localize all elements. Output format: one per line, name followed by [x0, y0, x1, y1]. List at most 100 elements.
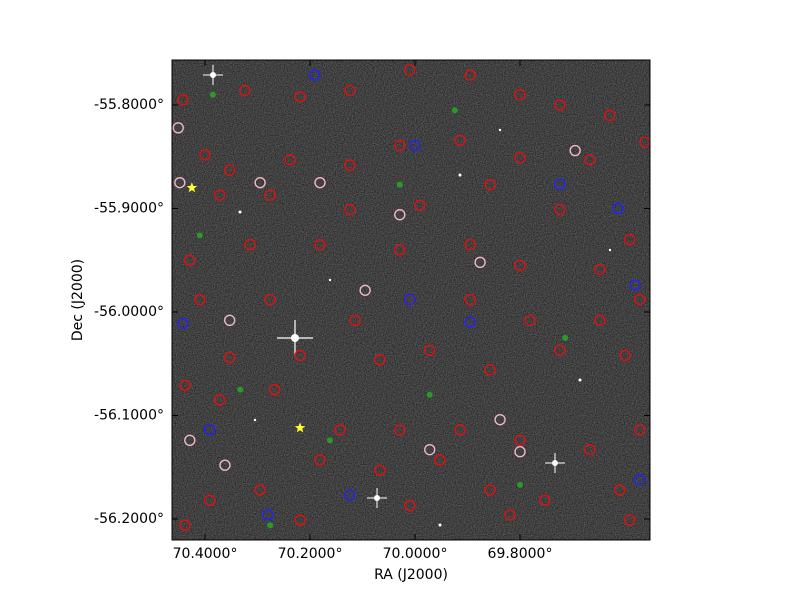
source-marker	[177, 94, 189, 106]
source-marker	[223, 314, 236, 326]
source-marker	[204, 424, 216, 436]
source-marker	[433, 454, 446, 466]
source-marker	[344, 203, 356, 216]
source-marker	[554, 99, 566, 111]
source-marker	[524, 314, 536, 326]
source-marker	[604, 109, 616, 122]
source-marker	[344, 489, 356, 501]
source-marker	[349, 314, 361, 326]
source-marker	[184, 434, 196, 447]
source-marker	[254, 484, 266, 496]
source-marker	[584, 443, 596, 456]
source-marker	[594, 314, 606, 326]
source-marker	[394, 209, 406, 221]
x-axis-label: RA (J2000)	[374, 567, 448, 583]
y-tick-label: -55.8000°	[94, 97, 164, 113]
star	[438, 523, 442, 527]
source-marker	[514, 152, 526, 164]
source-marker	[374, 464, 386, 477]
source-marker	[424, 344, 436, 356]
source-marker	[294, 349, 306, 362]
source-marker	[514, 434, 526, 447]
source-marker	[314, 239, 326, 251]
source-marker	[344, 84, 356, 97]
source-marker	[174, 176, 186, 189]
source-marker	[219, 459, 231, 471]
star	[458, 173, 462, 177]
source-marker	[634, 293, 646, 306]
source-marker	[204, 494, 216, 507]
star	[578, 378, 582, 382]
source-marker	[584, 154, 596, 166]
source-marker	[334, 424, 346, 436]
source-marker	[264, 293, 276, 306]
source-marker	[394, 244, 406, 256]
source-marker	[267, 522, 274, 529]
source-marker	[262, 509, 274, 521]
source-marker	[199, 148, 211, 161]
x-tick-label: 70.0000°	[383, 546, 448, 562]
source-marker	[517, 481, 524, 488]
source-marker	[634, 424, 646, 436]
source-marker	[464, 69, 476, 81]
x-tick-label: 69.8000°	[488, 546, 553, 562]
source-marker	[223, 164, 236, 176]
source-marker	[294, 514, 306, 526]
source-marker	[619, 349, 631, 362]
y-tick-label: -56.0000°	[94, 304, 164, 320]
source-marker	[451, 107, 458, 114]
source-marker	[569, 144, 581, 157]
source-marker	[484, 484, 496, 496]
source-marker	[612, 202, 624, 215]
y-tick-label: -56.1000°	[94, 407, 164, 423]
source-marker	[184, 254, 196, 266]
source-marker	[244, 239, 256, 251]
source-marker	[314, 454, 326, 466]
star-spike	[545, 453, 565, 473]
source-marker	[186, 182, 198, 193]
source-marker	[562, 334, 569, 341]
source-marker	[404, 64, 416, 76]
source-marker	[394, 139, 406, 152]
source-marker	[239, 84, 251, 97]
source-marker	[309, 69, 321, 81]
star	[328, 278, 332, 282]
star	[608, 248, 612, 252]
source-marker	[554, 179, 566, 191]
plot-frame	[171, 59, 651, 541]
source-marker	[179, 519, 191, 531]
source-marker	[464, 316, 476, 329]
source-marker	[426, 391, 433, 398]
source-marker	[624, 233, 636, 246]
source-marker	[614, 484, 626, 496]
source-marker	[554, 203, 566, 216]
source-marker	[514, 446, 526, 458]
source-marker	[177, 317, 189, 330]
source-marker	[514, 259, 526, 272]
source-marker	[344, 159, 356, 171]
bright-stars	[203, 65, 612, 527]
source-marker	[414, 199, 426, 212]
source-marker	[629, 279, 641, 291]
source-marker	[214, 394, 226, 406]
star-spike	[203, 65, 223, 85]
source-marker	[214, 189, 226, 201]
source-marker	[464, 293, 476, 306]
source-marker	[538, 494, 551, 507]
source-marker	[196, 232, 203, 239]
source-marker	[484, 364, 496, 376]
source-marker	[409, 139, 421, 152]
source-marker	[223, 351, 236, 364]
source-marker	[454, 134, 466, 146]
source-marker	[394, 424, 406, 436]
source-marker	[209, 91, 216, 98]
source-marker	[254, 176, 266, 189]
source-marker	[359, 284, 371, 296]
source-marker	[264, 189, 276, 201]
source-marker	[454, 424, 466, 436]
source-marker	[326, 437, 333, 444]
source-marker	[396, 181, 403, 188]
source-marker	[554, 344, 566, 356]
